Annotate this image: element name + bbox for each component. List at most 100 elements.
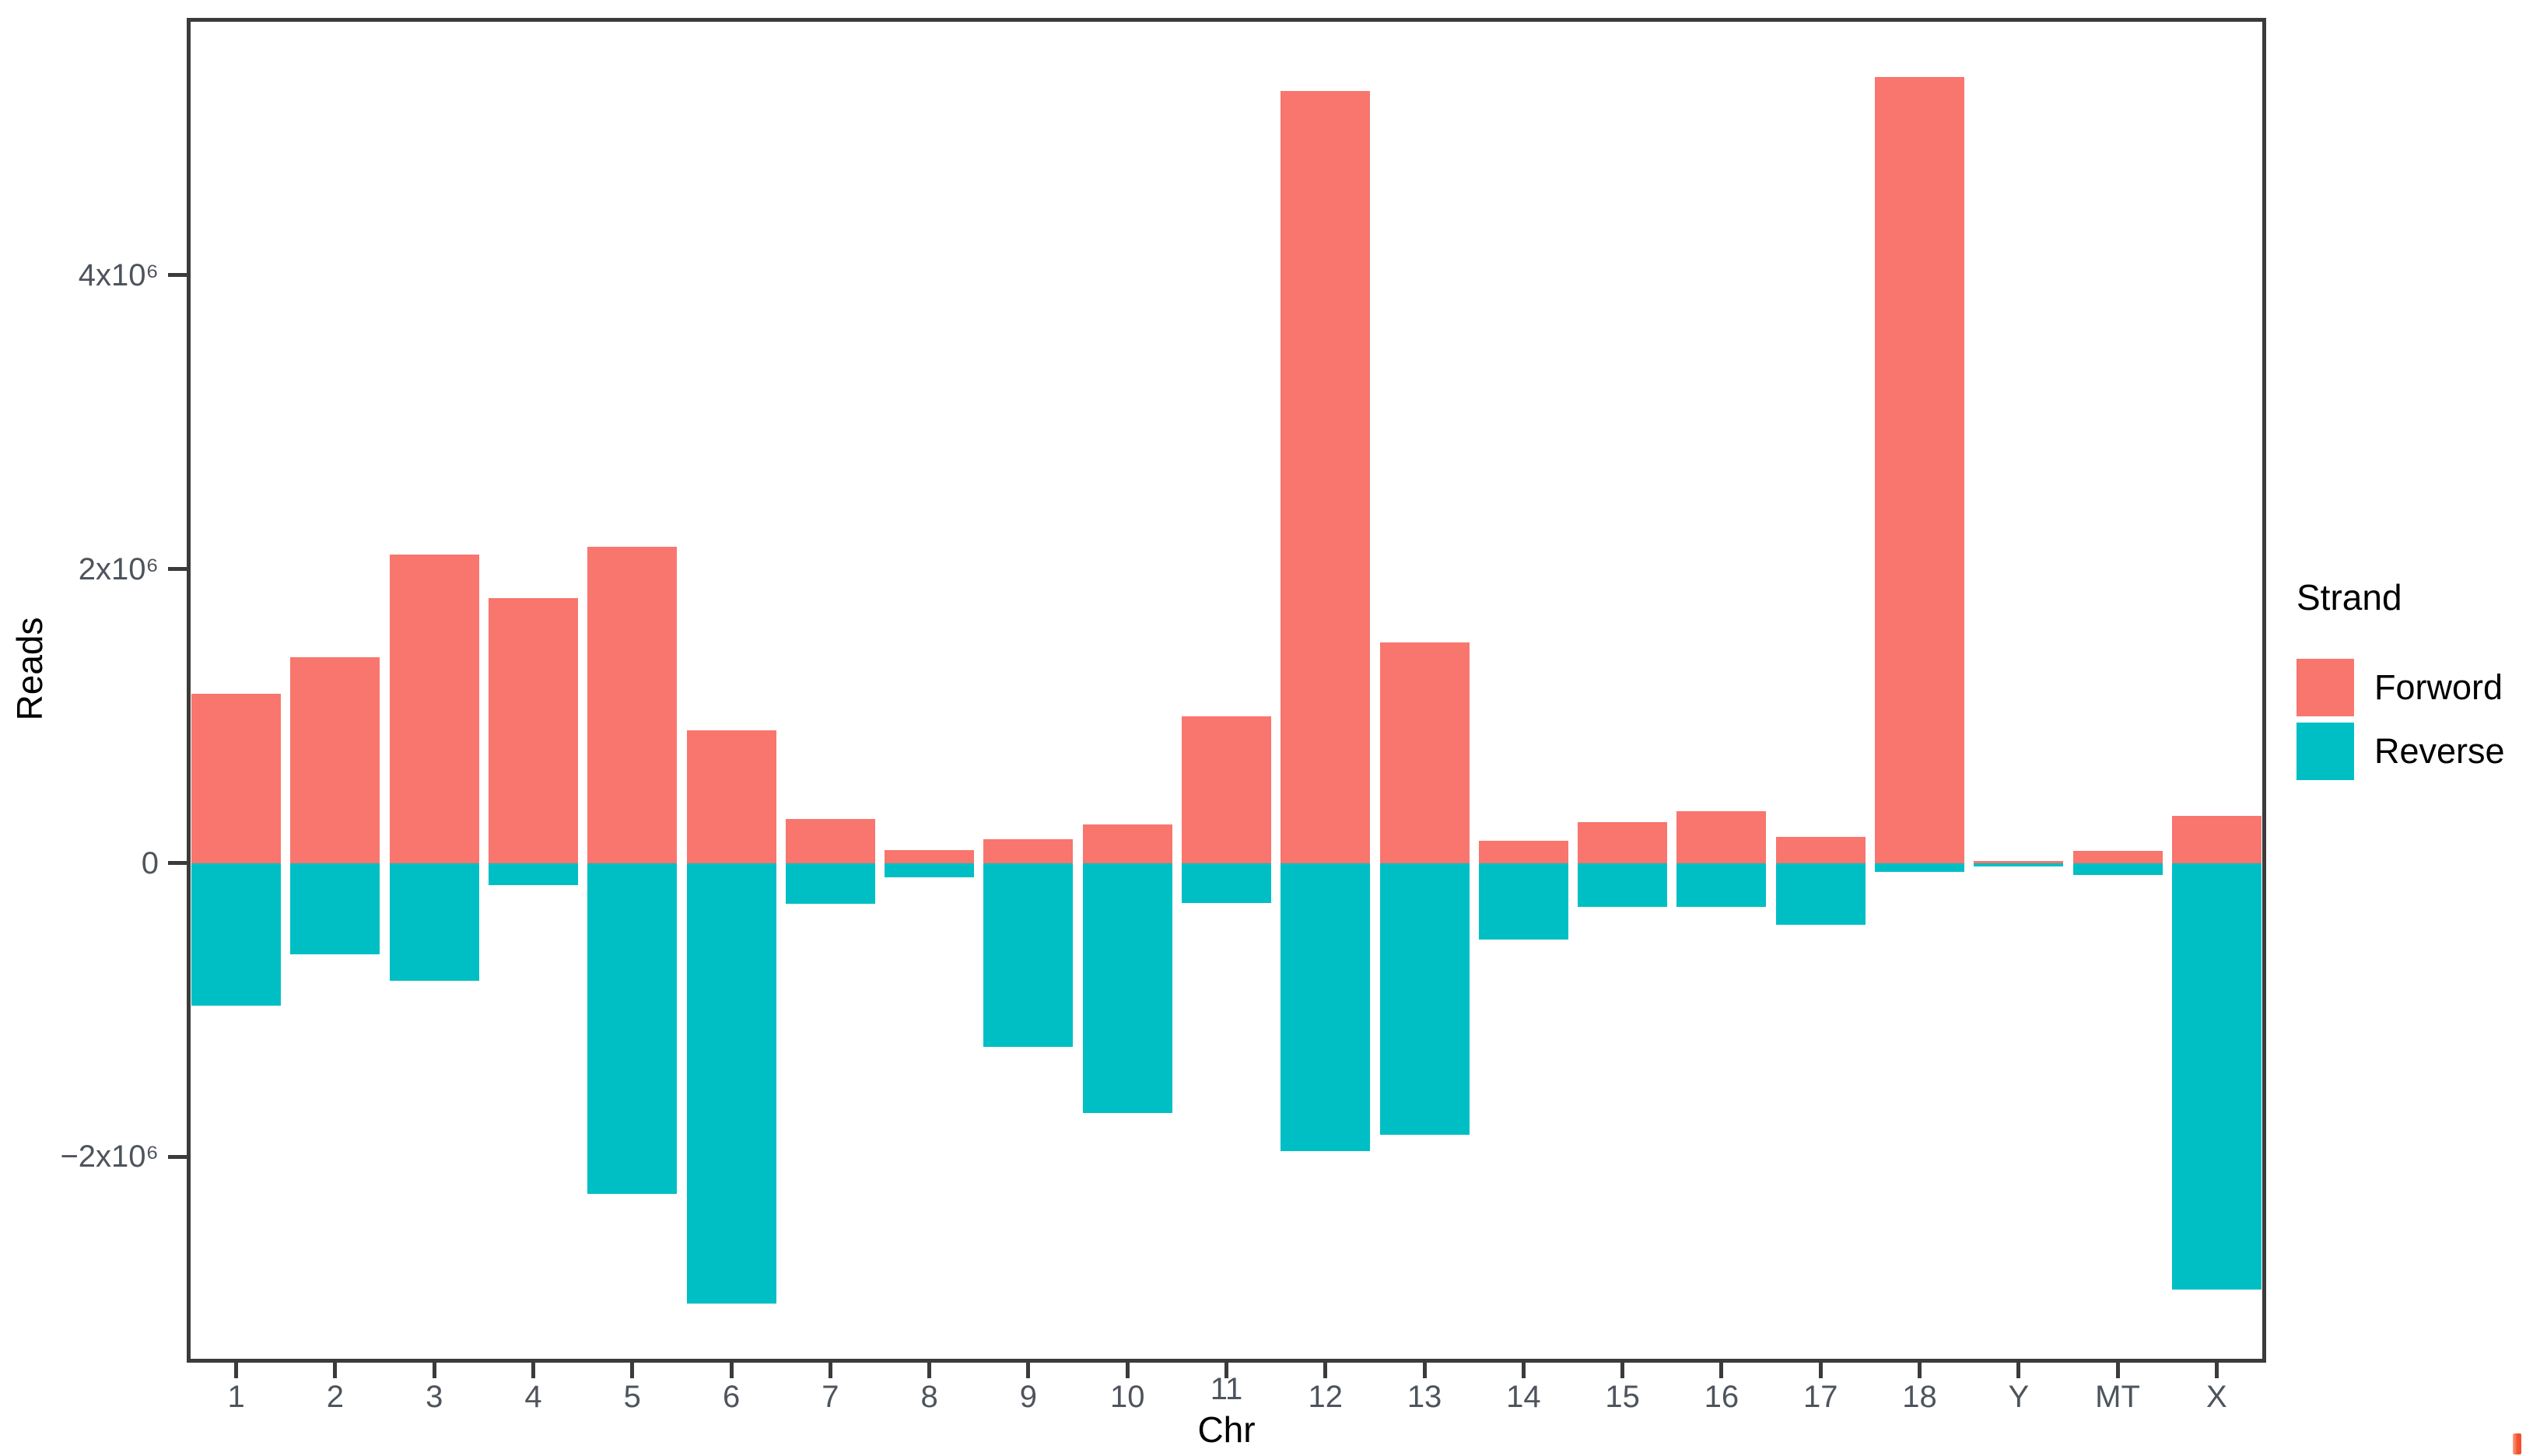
y-tick-mark-2000000 [168,567,187,572]
bar-reverse-7 [786,863,875,905]
bar-forward-3 [390,554,479,863]
x-tick-mark-6 [729,1363,734,1378]
x-tick-label-5: 5 [623,1380,641,1414]
x-tick-label-1: 1 [227,1380,245,1414]
bar-forward-2 [290,656,380,863]
bar-reverse-4 [489,863,578,885]
bar-forward-15 [1578,821,1667,863]
x-tick-label-18: 18 [1902,1380,1937,1414]
x-tick-label-4: 4 [524,1380,542,1414]
x-tick-label-9: 9 [1019,1380,1038,1414]
x-tick-mark-9 [1026,1363,1031,1378]
x-tick-label-8: 8 [920,1380,938,1414]
bar-forward-10 [1083,824,1172,863]
bar-reverse-2 [290,863,380,954]
bar-reverse-13 [1380,863,1470,1136]
bar-forward-MT [2073,851,2163,863]
bar-forward-16 [1676,811,1766,863]
legend-label: Reverse [2374,731,2505,771]
legend: Strand Forword Reverse [2297,577,2505,786]
x-tick-label-14: 14 [1506,1380,1541,1414]
y-tick-label-4000000: 4x10⁶ [78,257,159,292]
y-tick-mark-4000000 [168,273,187,278]
legend-title: Strand [2297,577,2402,618]
bar-forward-Y [1974,860,2063,863]
x-tick-label-Y: Y [2008,1380,2030,1414]
x-tick-mark-8 [927,1363,932,1378]
bar-forward-1 [191,694,281,863]
bar-forward-11 [1182,716,1271,863]
x-tick-mark-18 [1918,1363,1922,1378]
y-tick-mark--2000000 [168,1154,187,1159]
bar-reverse-8 [885,863,974,878]
x-tick-label-6: 6 [722,1380,741,1414]
x-tick-mark-17 [1818,1363,1823,1378]
x-tick-label-15: 15 [1605,1380,1640,1414]
x-tick-label-X: X [2206,1380,2227,1414]
bar-reverse-12 [1281,863,1370,1151]
y-tick-label-2000000: 2x10⁶ [78,551,159,586]
x-tick-mark-7 [828,1363,832,1378]
x-tick-label-10: 10 [1109,1380,1145,1414]
x-tick-mark-14 [1521,1363,1526,1378]
x-tick-label-3: 3 [426,1380,443,1414]
bar-reverse-17 [1776,863,1866,925]
x-tick-mark-12 [1323,1363,1328,1378]
x-tick-mark-10 [1125,1363,1130,1378]
bar-forward-5 [587,547,677,863]
legend-items: Forword Reverse [2297,659,2505,780]
x-tick-label-17: 17 [1803,1380,1838,1414]
bar-forward-X [2172,816,2261,863]
x-tick-mark-15 [1620,1363,1625,1378]
x-tick-label-2: 2 [326,1380,345,1414]
x-tick-mark-5 [630,1363,635,1378]
bar-reverse-18 [1875,863,1964,872]
y-axis-title: Reads [9,617,50,721]
x-tick-mark-Y [2016,1363,2021,1378]
bar-reverse-3 [390,863,479,981]
x-tick-mark-MT [2115,1363,2120,1378]
x-axis-title: Chr [1197,1409,1256,1450]
bar-reverse-15 [1578,863,1667,908]
legend-item-forword: Forword [2297,659,2505,716]
legend-item-reverse: Reverse [2297,723,2505,780]
y-tick-label-0: 0 [141,845,159,880]
bar-forward-9 [983,839,1073,863]
x-tick-label-MT: MT [2095,1380,2140,1414]
x-tick-mark-3 [432,1363,436,1378]
x-tick-mark-2 [333,1363,338,1378]
x-tick-mark-X [2214,1363,2219,1378]
x-tick-mark-4 [531,1363,535,1378]
bar-reverse-10 [1083,863,1172,1113]
x-tick-mark-11 [1224,1363,1228,1378]
bar-reverse-6 [687,863,776,1304]
legend-label: Forword [2374,667,2503,707]
bar-forward-14 [1479,841,1568,863]
bar-reverse-9 [983,863,1073,1047]
legend-swatch-reverse [2297,723,2354,780]
x-tick-mark-1 [234,1363,239,1378]
x-tick-label-16: 16 [1704,1380,1739,1414]
x-tick-label-12: 12 [1308,1380,1344,1414]
corner-artifact [2513,1433,2521,1454]
bar-forward-4 [489,598,578,863]
bar-forward-8 [885,849,974,863]
bar-forward-18 [1875,76,1964,863]
legend-swatch-forword [2297,659,2354,716]
bar-forward-13 [1380,642,1470,863]
bar-reverse-5 [587,863,677,1194]
bar-reverse-X [2172,863,2261,1290]
x-tick-mark-16 [1719,1363,1724,1378]
bar-forward-7 [786,818,875,863]
bar-forward-12 [1281,91,1370,863]
x-tick-label-11: 11 [1210,1372,1243,1406]
bar-reverse-11 [1182,863,1271,903]
y-tick-label--2000000: −2x10⁶ [60,1139,159,1174]
x-tick-label-13: 13 [1407,1380,1442,1414]
bar-reverse-14 [1479,863,1568,940]
bar-forward-6 [687,730,776,863]
bar-reverse-1 [191,863,281,1006]
y-tick-mark-0 [168,861,187,866]
x-tick-mark-13 [1422,1363,1427,1378]
